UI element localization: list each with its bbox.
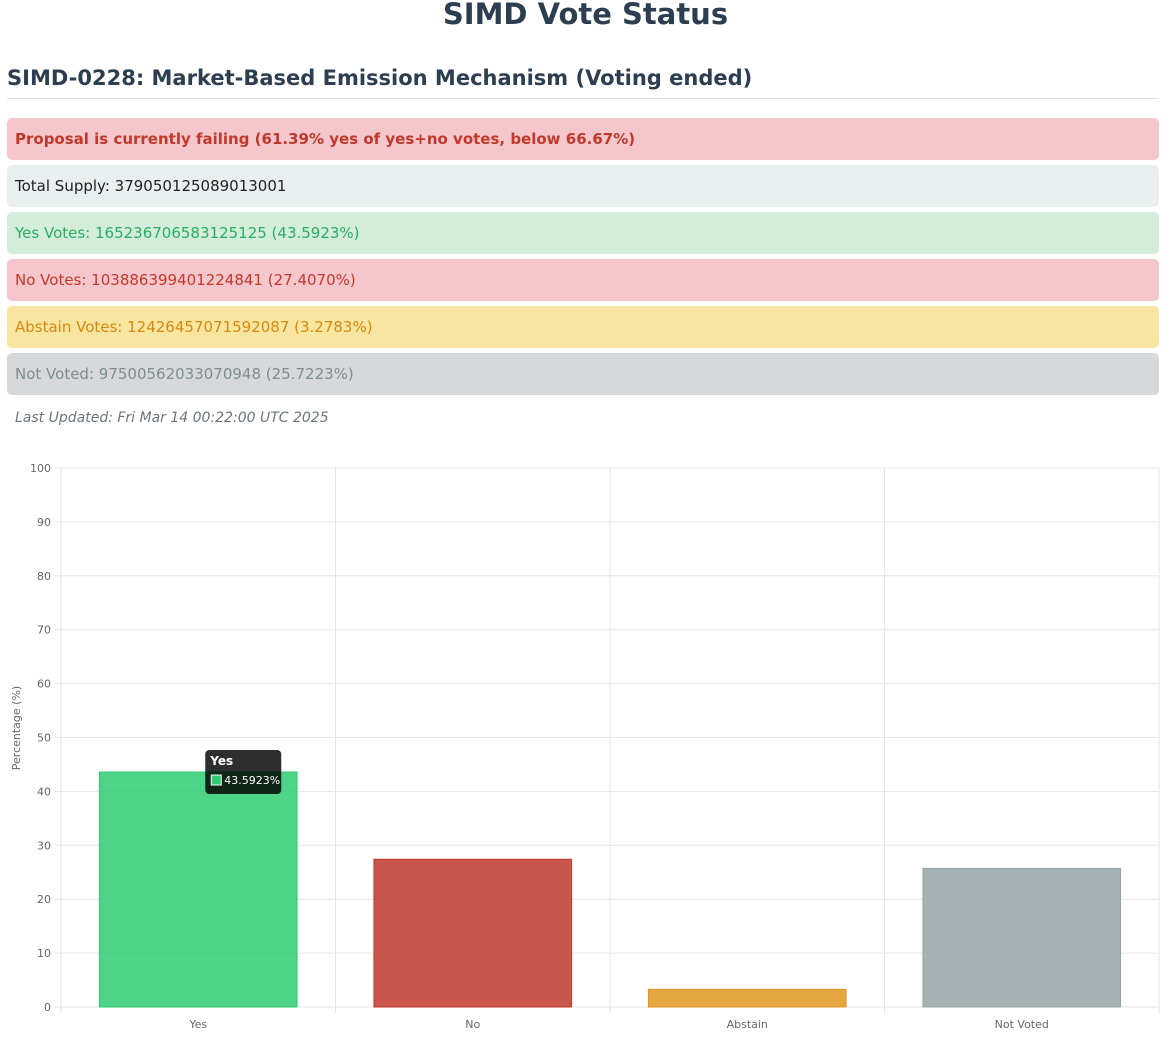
y-tick-label: 10 xyxy=(37,947,51,960)
bar-no xyxy=(373,858,573,1008)
vote-chart: 0 10 20 30 40 50 60 70 80 90 100 Yes No Abstain Not Vo… xyxy=(0,450,1171,1040)
y-tick-label: 100 xyxy=(30,462,51,475)
y-tick-label: 0 xyxy=(44,1001,51,1014)
y-tick-label: 70 xyxy=(37,624,51,637)
y-axis-title: Percentage (%) xyxy=(10,686,23,770)
y-tick-label: 40 xyxy=(37,785,51,798)
tooltip-background xyxy=(205,750,282,795)
page-title: SIMD Vote Status xyxy=(442,0,729,31)
x-tick-label: Abstain xyxy=(727,1018,768,1031)
y-tick-label: 60 xyxy=(37,678,51,691)
total-supply-box: Total Supply: 379050125089013001 xyxy=(7,165,1159,207)
proposal-title: SIMD-0228: Market-Based Emission Mechani… xyxy=(7,66,753,90)
bar-not-voted xyxy=(922,867,1122,1008)
y-tick-label: 50 xyxy=(37,732,51,745)
vote-bar-chart: 0 10 20 30 40 50 60 70 80 90 100 Yes No Abstain Not Vo… xyxy=(10,462,1160,1031)
x-tick-label: Not Voted xyxy=(995,1018,1049,1031)
proposal-status-alert: Proposal is currently failing (61.39% ye… xyxy=(7,118,1159,160)
chart-axes: 0 10 20 30 40 50 60 70 80 90 100 Yes No Abstain Not Vo… xyxy=(30,462,1049,1031)
y-tick-label: 80 xyxy=(37,570,51,583)
no-votes-box: No Votes: 103886399401224841 (27.4070%) xyxy=(7,259,1159,301)
not-voted-box: Not Voted: 97500562033070948 (25.7223%) xyxy=(7,353,1159,395)
abstain-votes-box: Abstain Votes: 12426457071592087 (3.2783… xyxy=(7,306,1159,348)
y-tick-label: 90 xyxy=(37,516,51,529)
x-tick-label: Yes xyxy=(188,1018,207,1031)
bar-abstain xyxy=(647,988,847,1008)
chart-bars xyxy=(98,771,1122,1008)
tooltip-color-swatch xyxy=(210,774,222,786)
y-tick-label: 30 xyxy=(37,839,51,852)
bar-yes xyxy=(98,771,298,1008)
chart-tooltip: Yes 43.5923% xyxy=(205,750,282,795)
y-tick-label: 20 xyxy=(37,893,51,906)
tooltip-title: Yes xyxy=(209,754,233,768)
title-divider xyxy=(7,98,1159,99)
yes-votes-box: Yes Votes: 165236706583125125 (43.5923%) xyxy=(7,212,1159,254)
last-updated-text: Last Updated: Fri Mar 14 00:22:00 UTC 20… xyxy=(15,410,329,426)
tooltip-value: 43.5923% xyxy=(224,774,280,787)
x-tick-label: No xyxy=(465,1018,480,1031)
